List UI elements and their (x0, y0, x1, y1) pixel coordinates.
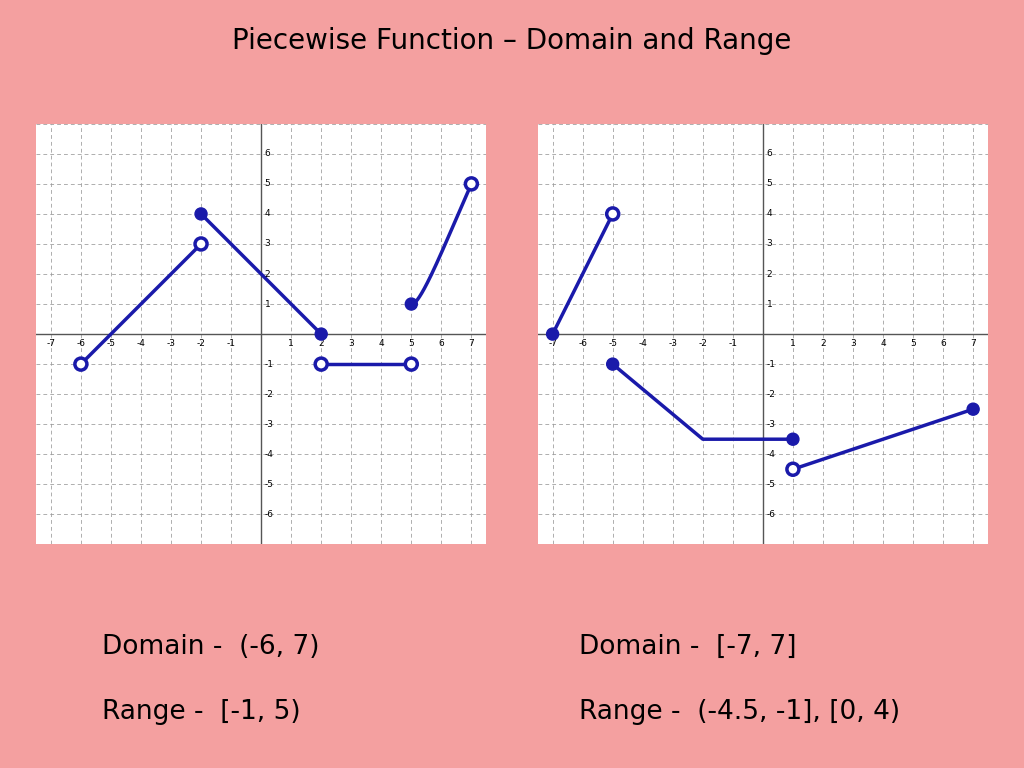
Text: 2: 2 (767, 270, 772, 279)
Text: 5: 5 (409, 339, 414, 349)
Text: 1: 1 (289, 339, 294, 349)
Text: Range -  (-4.5, -1], [0, 4): Range - (-4.5, -1], [0, 4) (579, 699, 900, 725)
Text: 6: 6 (438, 339, 444, 349)
Circle shape (547, 328, 559, 340)
Text: 3: 3 (850, 339, 856, 349)
Text: 4: 4 (881, 339, 886, 349)
Text: 3: 3 (265, 240, 270, 249)
Text: -5: -5 (767, 480, 775, 488)
Text: -5: -5 (265, 480, 273, 488)
Text: -1: -1 (728, 339, 737, 349)
Text: 6: 6 (767, 149, 772, 158)
Circle shape (406, 358, 418, 370)
Circle shape (967, 403, 979, 415)
Circle shape (406, 298, 418, 310)
Text: -3: -3 (669, 339, 677, 349)
Circle shape (786, 433, 799, 445)
Text: -3: -3 (265, 419, 273, 429)
Text: -4: -4 (265, 450, 273, 458)
Circle shape (465, 178, 477, 190)
Text: 3: 3 (348, 339, 354, 349)
Text: -6: -6 (767, 510, 775, 519)
Text: -2: -2 (698, 339, 708, 349)
Circle shape (606, 358, 618, 370)
Text: 1: 1 (767, 300, 772, 309)
Text: -3: -3 (167, 339, 175, 349)
Text: -4: -4 (638, 339, 647, 349)
Text: -3: -3 (767, 419, 775, 429)
Text: 6: 6 (265, 149, 270, 158)
Text: -6: -6 (579, 339, 587, 349)
Text: -2: -2 (767, 389, 775, 399)
Text: 5: 5 (767, 180, 772, 188)
Text: 2: 2 (265, 270, 270, 279)
Text: 4: 4 (265, 210, 270, 218)
Text: -7: -7 (46, 339, 55, 349)
Text: 4: 4 (767, 210, 772, 218)
Text: -6: -6 (265, 510, 273, 519)
Text: 3: 3 (767, 240, 772, 249)
Text: Piecewise Function – Domain and Range: Piecewise Function – Domain and Range (232, 27, 792, 55)
Circle shape (75, 358, 87, 370)
Text: -1: -1 (767, 359, 775, 369)
Text: -4: -4 (136, 339, 145, 349)
Circle shape (315, 328, 328, 340)
Text: 2: 2 (318, 339, 324, 349)
Text: -6: -6 (77, 339, 85, 349)
Text: Domain -  [-7, 7]: Domain - [-7, 7] (579, 634, 796, 660)
Text: 1: 1 (791, 339, 796, 349)
Text: 1: 1 (265, 300, 270, 309)
Text: -2: -2 (197, 339, 206, 349)
Text: Range -  [-1, 5): Range - [-1, 5) (102, 699, 301, 725)
Text: -1: -1 (265, 359, 273, 369)
Circle shape (195, 238, 207, 250)
Text: -7: -7 (548, 339, 557, 349)
Circle shape (315, 358, 328, 370)
Text: 6: 6 (940, 339, 946, 349)
Text: Domain -  (-6, 7): Domain - (-6, 7) (102, 634, 319, 660)
Circle shape (606, 208, 618, 220)
Text: -2: -2 (265, 389, 273, 399)
Text: 7: 7 (469, 339, 474, 349)
Text: -5: -5 (106, 339, 116, 349)
Text: 4: 4 (379, 339, 384, 349)
Text: 5: 5 (910, 339, 915, 349)
Text: 2: 2 (820, 339, 825, 349)
Text: -1: -1 (226, 339, 236, 349)
Circle shape (195, 208, 207, 220)
Text: -5: -5 (608, 339, 617, 349)
Text: -4: -4 (767, 450, 775, 458)
Circle shape (786, 463, 799, 475)
Text: 7: 7 (971, 339, 976, 349)
Text: 5: 5 (265, 180, 270, 188)
